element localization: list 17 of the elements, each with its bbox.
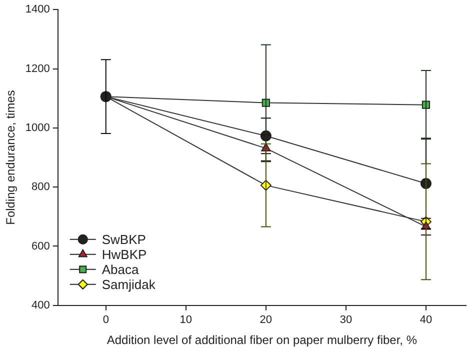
y-tick-label: 1200: [25, 62, 50, 75]
x-tick-label: 10: [180, 314, 192, 326]
legend-label: HwBKP: [102, 246, 147, 262]
x-tick-label: 20: [260, 314, 272, 326]
y-tick-label: 600: [32, 240, 50, 252]
y-tick-label: 400: [32, 299, 50, 312]
y-axis-title: Folding endurance, times: [4, 90, 18, 225]
y-tick-label: 1400: [25, 4, 50, 16]
legend-label: SwBKP: [102, 232, 146, 247]
x-tick-label: 0: [102, 314, 109, 326]
y-tick-label: 1000: [25, 122, 50, 134]
legend-label: Samjidak: [102, 276, 156, 292]
legend-label: Abaca: [102, 262, 140, 277]
x-tick-label: 30: [340, 314, 352, 326]
x-tick-label: 40: [420, 314, 432, 326]
y-tick-label: 800: [32, 181, 50, 194]
x-axis-title: Addition level of additional fiber on paper mulberry fiber, %: [106, 333, 418, 348]
